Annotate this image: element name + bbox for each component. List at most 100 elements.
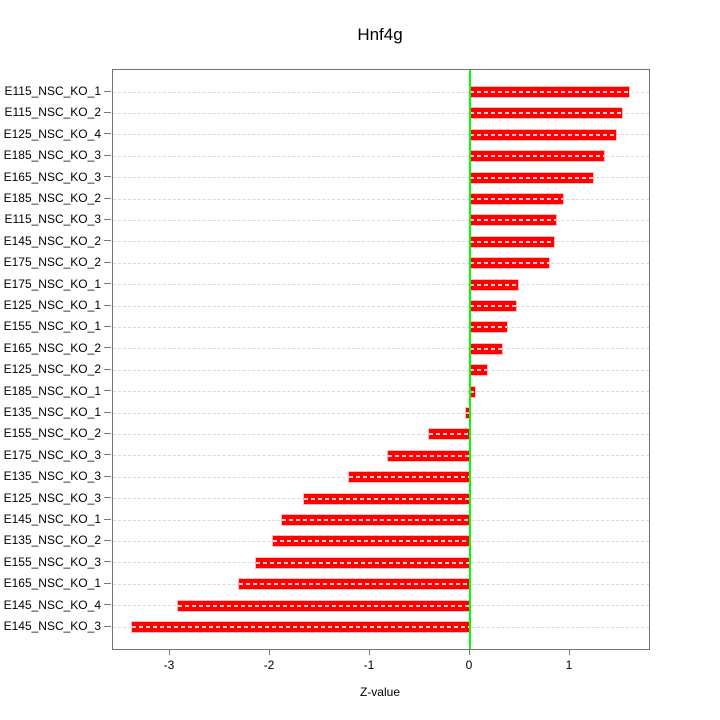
y-axis-label: E145_NSC_KO_4 bbox=[3, 597, 101, 612]
y-axis-label: E125_NSC_KO_1 bbox=[3, 298, 101, 312]
bar bbox=[470, 301, 516, 311]
bar bbox=[282, 515, 470, 525]
bar-dash-pattern bbox=[239, 583, 470, 586]
x-axis-tick-label: -3 bbox=[163, 658, 175, 672]
y-axis-label: E175_NSC_KO_3 bbox=[3, 447, 101, 462]
row-gridline bbox=[113, 348, 649, 350]
bar bbox=[470, 258, 549, 269]
bar bbox=[470, 386, 475, 397]
row-gridline bbox=[113, 262, 649, 264]
y-axis-label: E145_NSC_KO_3 bbox=[3, 619, 101, 633]
y-axis-tick bbox=[104, 518, 111, 520]
y-axis-label: E125_NSC_KO_2 bbox=[3, 362, 101, 377]
bar-dash-pattern bbox=[470, 390, 475, 393]
y-axis-label: E155_NSC_KO_3 bbox=[3, 554, 101, 569]
y-axis-label: E165_NSC_KO_3 bbox=[3, 169, 101, 184]
bar-dash-pattern bbox=[470, 155, 604, 158]
bar bbox=[470, 108, 622, 119]
bar-dash-pattern bbox=[470, 326, 507, 329]
y-axis-label: E125_NSC_KO_4 bbox=[3, 126, 101, 141]
bar bbox=[470, 365, 487, 376]
y-axis-tick bbox=[104, 90, 111, 92]
y-axis-tick bbox=[104, 218, 111, 220]
y-axis-label: E165_NSC_KO_1 bbox=[3, 576, 101, 591]
row-gridline bbox=[113, 326, 649, 328]
x-axis-tick bbox=[468, 649, 470, 655]
bar bbox=[178, 600, 470, 611]
y-axis-tick bbox=[104, 411, 111, 413]
bar-dash-pattern bbox=[470, 305, 516, 307]
row-gridline bbox=[113, 369, 649, 371]
y-axis-tick bbox=[104, 325, 111, 327]
y-axis-label: E145_NSC_KO_1 bbox=[3, 512, 101, 526]
x-axis-tick bbox=[268, 649, 270, 655]
bar bbox=[470, 279, 518, 290]
y-axis-label: E125_NSC_KO_3 bbox=[3, 490, 101, 505]
y-axis-label: E145_NSC_KO_2 bbox=[3, 233, 101, 248]
y-axis-tick bbox=[104, 368, 111, 370]
row-gridline bbox=[113, 198, 649, 200]
y-axis-label: E135_NSC_KO_2 bbox=[3, 533, 101, 548]
row-gridline bbox=[113, 177, 649, 179]
bar bbox=[470, 322, 507, 333]
row-gridline bbox=[113, 155, 649, 157]
y-axis-tick bbox=[104, 133, 111, 135]
bar bbox=[466, 408, 470, 418]
bar-dash-pattern bbox=[470, 91, 629, 93]
bar bbox=[132, 622, 470, 632]
y-axis-tick bbox=[104, 111, 111, 113]
bar-dash-pattern bbox=[470, 347, 502, 350]
x-axis-tick-label: -2 bbox=[263, 658, 275, 672]
bar bbox=[470, 236, 554, 247]
y-axis-label: E115_NSC_KO_3 bbox=[4, 212, 101, 227]
y-axis-tick bbox=[104, 561, 111, 563]
bar-dash-pattern bbox=[470, 133, 616, 136]
bar bbox=[470, 129, 616, 140]
row-gridline bbox=[113, 433, 649, 435]
bar-dash-pattern bbox=[470, 219, 556, 222]
chart-title: Hnf4g bbox=[357, 25, 403, 44]
y-axis-tick bbox=[104, 497, 111, 499]
y-axis-label: E135_NSC_KO_1 bbox=[3, 405, 101, 419]
bar-dash-pattern bbox=[470, 283, 518, 286]
zero-reference-line bbox=[469, 70, 471, 649]
bar-dash-pattern bbox=[282, 519, 470, 521]
y-axis-tick bbox=[104, 176, 111, 178]
bar bbox=[470, 151, 604, 162]
bar-dash-pattern bbox=[349, 476, 470, 479]
bar bbox=[470, 215, 556, 226]
row-gridline bbox=[113, 305, 649, 307]
bar-dash-pattern bbox=[470, 112, 622, 115]
y-axis-tick bbox=[104, 582, 111, 584]
bar bbox=[470, 87, 629, 97]
x-axis-title: Z-value bbox=[359, 685, 400, 699]
y-axis-label: E115_NSC_KO_1 bbox=[4, 84, 101, 98]
bar-dash-pattern bbox=[304, 497, 470, 500]
bar bbox=[388, 450, 470, 461]
bar bbox=[273, 536, 470, 547]
x-axis-tick bbox=[368, 649, 370, 655]
row-gridline bbox=[113, 391, 649, 393]
y-axis-tick bbox=[104, 475, 111, 477]
y-axis-label: E175_NSC_KO_2 bbox=[3, 255, 101, 270]
bar-dash-pattern bbox=[388, 454, 470, 457]
x-axis-tick-label: -1 bbox=[363, 658, 375, 672]
bar-dash-pattern bbox=[470, 262, 549, 265]
row-gridline bbox=[113, 241, 649, 243]
y-axis-tick bbox=[104, 240, 111, 242]
bar bbox=[470, 343, 502, 354]
plot-area bbox=[112, 69, 650, 650]
y-axis-tick bbox=[104, 304, 111, 306]
y-axis-tick bbox=[104, 604, 111, 606]
row-gridline bbox=[113, 455, 649, 457]
y-axis-tick bbox=[104, 347, 111, 349]
y-axis-tick bbox=[104, 390, 111, 392]
y-axis-label: E115_NSC_KO_2 bbox=[4, 105, 101, 120]
y-axis-tick bbox=[104, 432, 111, 434]
bar-dash-pattern bbox=[256, 561, 470, 564]
y-axis-tick bbox=[104, 261, 111, 263]
row-gridline bbox=[113, 284, 649, 286]
bar-dash-pattern bbox=[178, 604, 470, 607]
y-axis-label: E155_NSC_KO_2 bbox=[3, 426, 101, 441]
